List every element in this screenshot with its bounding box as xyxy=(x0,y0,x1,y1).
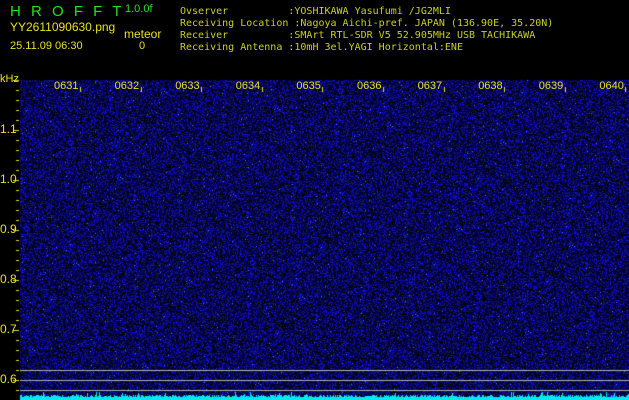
time-label: 0631 xyxy=(54,80,79,92)
freq-label: 0.8 xyxy=(0,272,17,286)
time-label: 0634 xyxy=(235,80,261,92)
freq-label: 0.6 xyxy=(0,372,17,386)
info-observer: Ovserver :YOSHIKAWA Yasufumi /JG2MLI xyxy=(180,6,451,17)
unit-label: kHz xyxy=(0,73,19,85)
time-label: 0640 xyxy=(599,80,624,92)
time-label: 0637 xyxy=(417,80,443,92)
datetime: 25.11.09 06:30 xyxy=(10,40,83,52)
info-antenna: Receiving Antenna :10mH 3el.YAGI Horizon… xyxy=(180,42,463,53)
filename: YY2611090630.png xyxy=(10,20,116,34)
freq-label: 1.0 xyxy=(0,172,17,186)
info-receiver: Receiver :SMArt RTL-SDR V5 52.905MHz USB… xyxy=(180,30,536,41)
freq-label: 0.7 xyxy=(0,322,17,336)
time-label: 0633 xyxy=(175,80,200,92)
version: 1.0.0f xyxy=(125,3,153,15)
spectrogram xyxy=(0,70,629,400)
time-label: 0635 xyxy=(296,80,321,92)
time-label: 0639 xyxy=(538,80,564,92)
meteor-count: 0 xyxy=(139,40,146,52)
time-label: 0636 xyxy=(357,80,382,92)
meteor-label: meteor xyxy=(124,27,162,41)
freq-label: 1.1 xyxy=(0,122,17,136)
info-location: Receiving Location :Nagoya Aichi-pref. J… xyxy=(180,18,554,29)
time-label: 0632 xyxy=(114,80,140,92)
app-title: H R O F F T xyxy=(10,3,125,20)
time-label: 0638 xyxy=(478,80,503,92)
freq-label: 0.9 xyxy=(0,222,17,236)
